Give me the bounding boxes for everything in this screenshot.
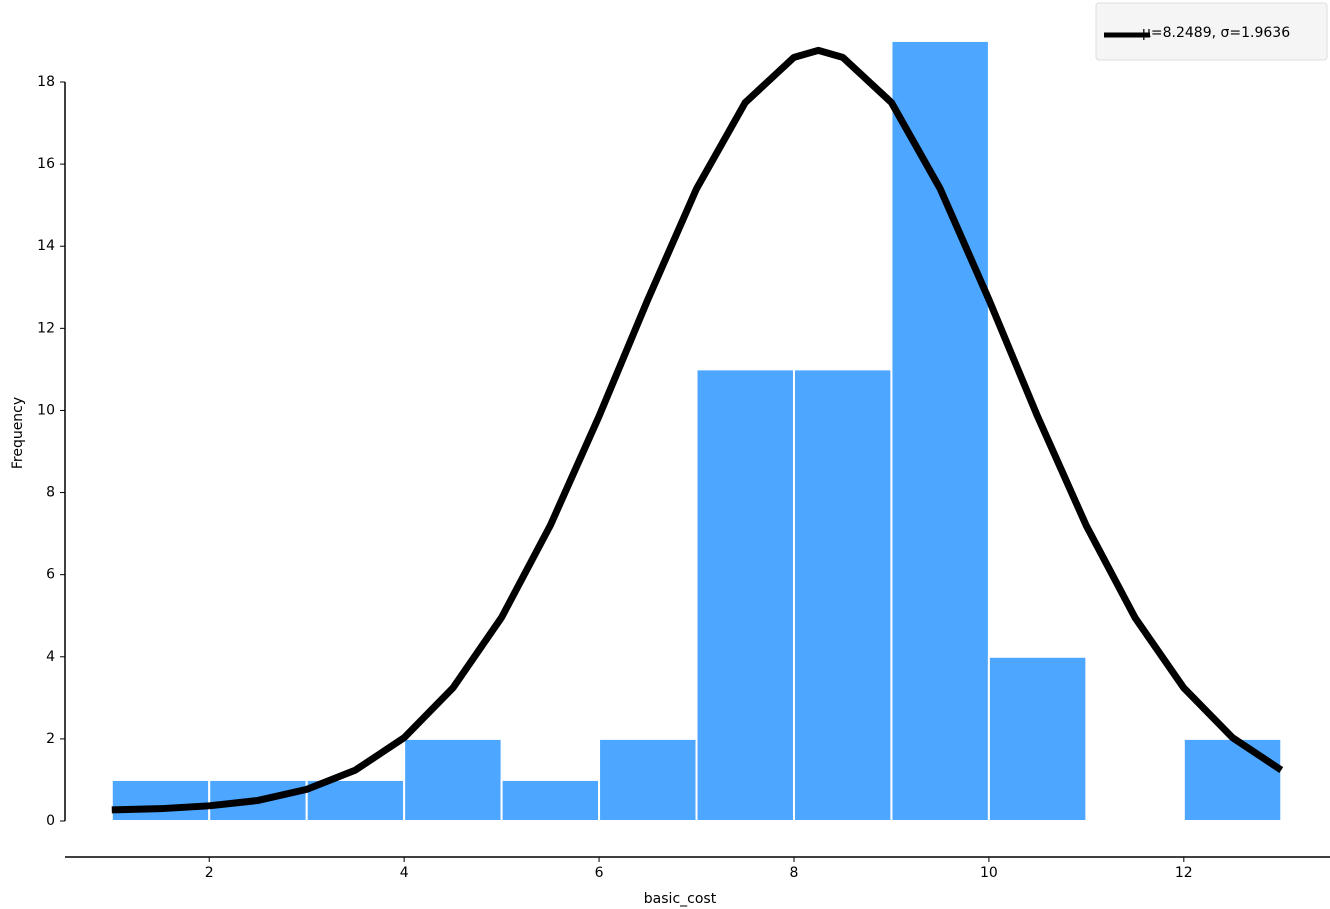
x-axis-label: basic_cost [644, 891, 717, 907]
bar [695, 368, 795, 822]
x-tick-label: 8 [790, 865, 799, 881]
bar [890, 39, 990, 822]
bar [598, 737, 698, 823]
bar [500, 778, 601, 823]
legend-box [1095, 2, 1328, 61]
bar [403, 737, 503, 823]
y-tick-label: 14 [37, 238, 55, 254]
y-tick-label: 18 [37, 74, 55, 90]
y-tick-label: 10 [37, 402, 55, 418]
bar [110, 778, 211, 823]
x-tick-label: 12 [1175, 865, 1193, 881]
y-tick-label: 2 [46, 731, 55, 747]
fit-curve [111, 46, 1284, 814]
y-tick-label: 4 [46, 649, 55, 665]
x-tick-label: 4 [400, 865, 409, 881]
x-tick-label: 6 [595, 865, 604, 881]
x-tick-label: 10 [980, 865, 998, 881]
bar [1182, 737, 1283, 823]
y-axis-label: Frequency [10, 397, 26, 469]
y-tick-label: 8 [46, 485, 55, 501]
y-tick-label: 6 [46, 567, 55, 583]
bar [792, 368, 893, 822]
y-tick-label: 0 [46, 813, 55, 829]
bar [987, 655, 1088, 822]
x-tick-label: 2 [205, 865, 214, 881]
y-tick-label: 16 [37, 156, 55, 172]
legend-label: μ=8.2489, σ=1.9636 [1142, 25, 1290, 41]
y-tick-label: 12 [37, 320, 55, 336]
